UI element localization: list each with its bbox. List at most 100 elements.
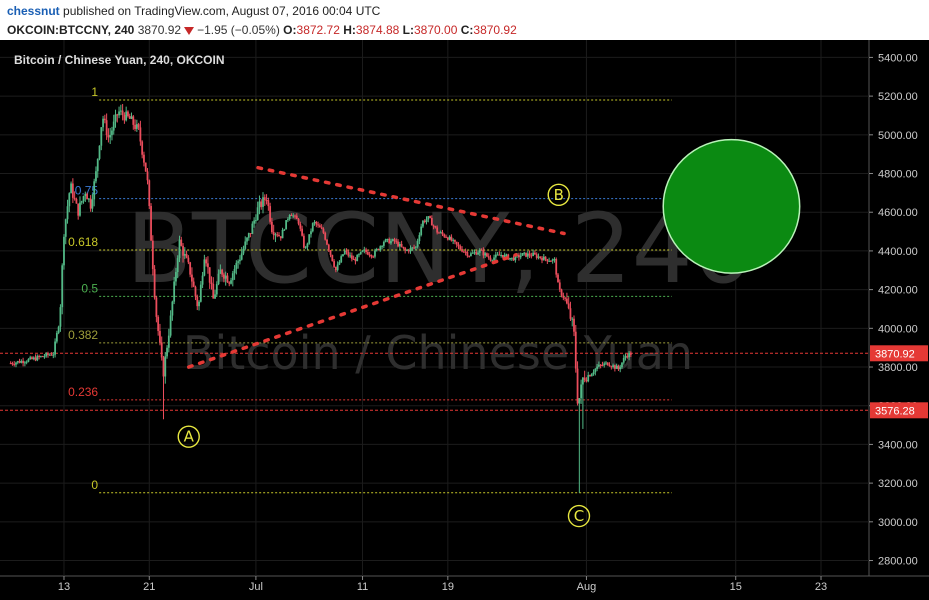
candle <box>585 377 588 383</box>
x-tick-label: 11 <box>357 581 368 593</box>
publish-header: chessnut published on TradingView.com, A… <box>0 0 929 22</box>
candle-body <box>317 224 320 226</box>
candle-body <box>592 372 595 375</box>
candle-body <box>386 238 389 240</box>
candle <box>299 221 302 232</box>
symbol-label[interactable]: OKCOIN:BTCCNY, 240 <box>7 23 135 37</box>
candle <box>70 181 72 194</box>
candle <box>342 253 344 257</box>
candle-body <box>578 398 581 404</box>
candle <box>32 356 35 361</box>
candle <box>192 277 195 288</box>
y-tick-label: 3200.00 <box>878 478 918 490</box>
candle-body <box>63 236 65 266</box>
candle-body <box>342 254 344 257</box>
candle-body <box>41 356 44 358</box>
candle-body <box>183 254 186 256</box>
high-label: H: <box>343 23 356 37</box>
candle-body <box>265 200 268 202</box>
candle-body <box>240 253 243 260</box>
candle-body <box>432 225 435 227</box>
candle <box>406 248 408 252</box>
candle <box>374 248 376 259</box>
price-chart[interactable]: 5400.00 5200.00 5000.00 4800.00 4600.00 4400.… <box>0 40 929 600</box>
candle <box>239 255 241 265</box>
candle-body <box>594 368 597 373</box>
candle-body <box>420 226 423 236</box>
candle-body <box>599 364 602 366</box>
candle-body <box>301 228 304 236</box>
candle-body <box>299 223 302 229</box>
candle <box>274 232 277 243</box>
candle-body <box>603 363 606 366</box>
candle-body <box>169 315 172 336</box>
candle-body <box>610 366 613 368</box>
candle <box>159 323 161 346</box>
candle-body <box>217 273 220 285</box>
candle-body <box>573 318 575 332</box>
candle-body <box>258 201 261 208</box>
candle-body <box>528 253 531 256</box>
candle-body <box>157 316 160 331</box>
wave-label-circle <box>547 183 570 207</box>
candle-body <box>521 253 524 256</box>
candle <box>55 330 58 344</box>
fib-label: 0.236 <box>68 385 98 399</box>
candle <box>539 256 542 260</box>
candle <box>47 351 49 358</box>
candle-body <box>164 356 167 377</box>
candle-body <box>349 255 351 257</box>
candle <box>22 357 25 367</box>
candle <box>233 265 236 280</box>
candle-body <box>276 234 279 236</box>
candle <box>480 248 483 251</box>
candle-body <box>356 255 359 262</box>
candle <box>52 351 55 359</box>
candle <box>68 192 71 213</box>
candle <box>244 236 247 251</box>
candle <box>134 119 136 132</box>
candle <box>470 251 472 257</box>
candle <box>450 234 453 242</box>
candle-body <box>384 239 387 242</box>
candle <box>11 361 14 366</box>
candle-body <box>587 375 590 382</box>
candle-body <box>50 354 53 356</box>
candle-body <box>544 256 547 260</box>
candle <box>576 361 579 406</box>
candle-body <box>262 197 264 207</box>
candle-body <box>134 124 136 129</box>
candle <box>581 377 584 429</box>
candle-body <box>249 233 252 235</box>
candle <box>596 363 599 372</box>
candle-body <box>548 260 551 262</box>
candle <box>63 234 65 270</box>
candle <box>194 285 197 301</box>
candle <box>128 113 131 119</box>
candle <box>36 354 39 362</box>
candle <box>224 271 227 286</box>
candle-body <box>153 269 156 298</box>
candle <box>315 220 318 228</box>
candle <box>130 112 133 120</box>
candle-body <box>400 243 403 247</box>
wave-label: A <box>184 428 195 446</box>
candle-body <box>201 275 204 285</box>
candle-body <box>438 232 440 234</box>
candle <box>132 115 135 130</box>
candle-body <box>283 229 286 231</box>
price-label-background <box>870 345 928 362</box>
candle-body <box>391 239 394 241</box>
candle <box>546 258 549 264</box>
candle <box>105 113 108 140</box>
candle-body <box>393 239 396 242</box>
candle <box>578 398 581 493</box>
author-link[interactable]: chessnut <box>7 4 60 18</box>
candle <box>459 244 462 250</box>
candle-body <box>11 363 14 365</box>
candle <box>231 270 234 287</box>
candle <box>608 362 611 367</box>
candle <box>331 254 334 262</box>
candle-body <box>231 273 234 281</box>
candle-body <box>512 257 515 261</box>
